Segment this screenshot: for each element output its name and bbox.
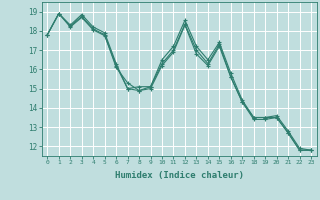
X-axis label: Humidex (Indice chaleur): Humidex (Indice chaleur) xyxy=(115,171,244,180)
